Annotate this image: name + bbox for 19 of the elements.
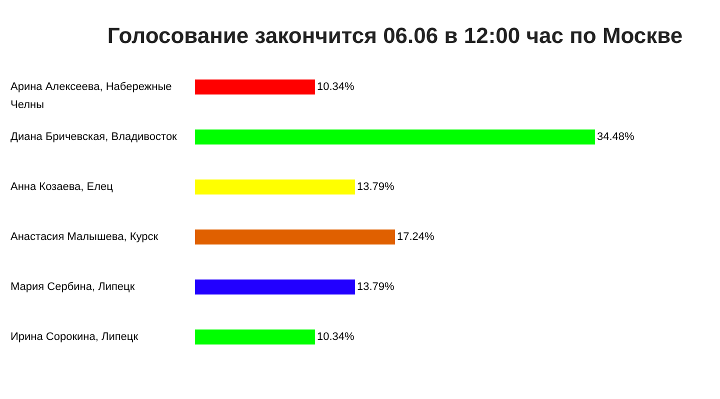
bar: [195, 80, 315, 94]
data-label: 34.48%: [597, 131, 635, 143]
data-label: 13.79%: [356, 181, 395, 193]
y-tick-label: Анна Козаева, Елец: [10, 181, 114, 193]
chart-title: Голосование закончится 06.06 в 12:00 час по Москве: [107, 23, 683, 48]
data-label: 17.24%: [397, 231, 435, 243]
y-tick-label: Диана Бричевская, Владивосток: [10, 131, 178, 143]
bar: [195, 180, 355, 194]
data-label: 10.34%: [316, 331, 354, 343]
data-label: 13.79%: [356, 281, 395, 293]
bar: [195, 230, 395, 244]
bar: [195, 280, 355, 294]
y-tick-label: Мария Сербина, Липецк: [10, 281, 135, 293]
bar: [195, 330, 315, 344]
y-tick-label: Анастасия Малышева, Курск: [10, 231, 158, 243]
y-tick-label: Ирина Сорокина, Липецк: [10, 331, 138, 343]
data-label: 10.34%: [316, 81, 354, 93]
bar: [195, 130, 595, 144]
y-tick-label: Арина Алексеева, Набережные Челны: [10, 81, 172, 111]
